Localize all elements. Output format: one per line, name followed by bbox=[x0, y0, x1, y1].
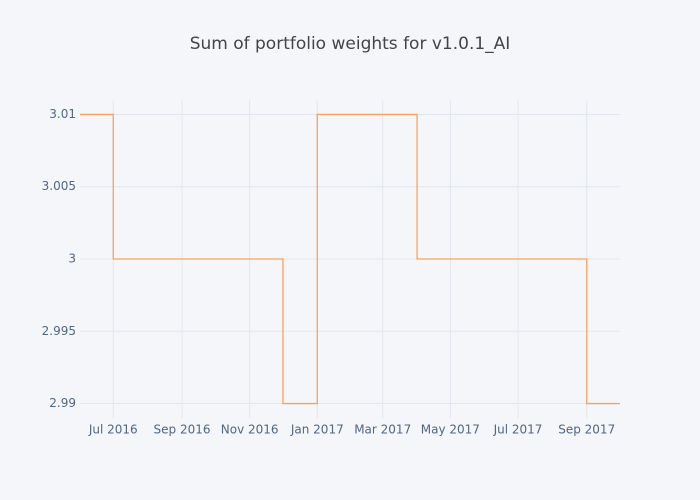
x-tick-label: Jul 2016 bbox=[88, 423, 138, 437]
y-tick-label: 3.005 bbox=[42, 179, 76, 193]
x-tick-label: Mar 2017 bbox=[354, 423, 411, 437]
x-tick-label: Sep 2016 bbox=[154, 423, 211, 437]
y-tick-label: 3.01 bbox=[49, 107, 76, 121]
y-tick-label: 2.99 bbox=[49, 396, 76, 410]
y-tick-label: 2.995 bbox=[42, 324, 76, 338]
x-tick-label: Jul 2017 bbox=[493, 423, 543, 437]
x-tick-label: May 2017 bbox=[421, 423, 480, 437]
chart-title: Sum of portfolio weights for v1.0.1_AI bbox=[190, 34, 511, 54]
line bbox=[80, 113, 620, 405]
x-tick-label: Sep 2017 bbox=[558, 423, 615, 437]
x-tick-label: Nov 2016 bbox=[221, 423, 279, 437]
y-tick-label: 3 bbox=[68, 252, 76, 266]
x-tick-label: Jan 2017 bbox=[290, 423, 344, 437]
